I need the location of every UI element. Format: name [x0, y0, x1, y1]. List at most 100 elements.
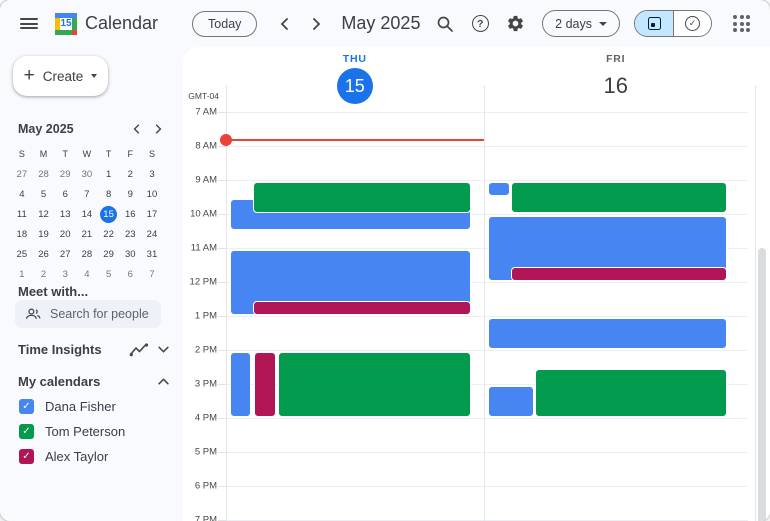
- settings-gear-icon[interactable]: [502, 11, 528, 37]
- mini-cal-day[interactable]: 20: [59, 228, 71, 240]
- calendar-event[interactable]: [510, 267, 727, 281]
- calendar-event[interactable]: [254, 352, 276, 417]
- mini-cal-day[interactable]: 21: [81, 228, 93, 240]
- chevron-down-icon[interactable]: [158, 346, 169, 353]
- calendar-event[interactable]: [487, 318, 727, 349]
- calendar-list-item[interactable]: ✓ Alex Taylor: [0, 444, 183, 469]
- mini-cal-day[interactable]: 28: [38, 168, 49, 180]
- mini-cal-next-icon[interactable]: [147, 118, 169, 140]
- mini-cal-day[interactable]: 24: [146, 228, 158, 240]
- my-calendars-section[interactable]: My calendars: [18, 374, 169, 389]
- mini-cal-day[interactable]: 29: [103, 248, 114, 260]
- hour-tick: [218, 146, 226, 147]
- calendar-event[interactable]: [487, 182, 510, 196]
- hour-label: 2 PM: [194, 344, 217, 356]
- calendar-event[interactable]: [278, 352, 471, 417]
- mini-cal-day[interactable]: 31: [146, 248, 158, 260]
- chevron-right-icon[interactable]: [303, 11, 329, 37]
- mini-cal-day[interactable]: 5: [105, 268, 112, 280]
- mini-cal-day[interactable]: 1: [19, 268, 25, 280]
- mini-cal-day[interactable]: 11: [16, 208, 27, 220]
- caret-down-icon: [91, 74, 98, 78]
- hour-label: 10 AM: [190, 208, 217, 220]
- mini-cal-day[interactable]: 26: [38, 248, 49, 260]
- help-icon[interactable]: ?: [467, 11, 493, 37]
- mini-cal-prev-icon[interactable]: [125, 118, 147, 140]
- mini-cal-day[interactable]: 18: [16, 228, 28, 240]
- mini-cal-day[interactable]: 10: [146, 188, 158, 200]
- mini-cal-day[interactable]: 8: [105, 188, 112, 200]
- hour-gridline: [226, 282, 748, 283]
- mini-cal-day[interactable]: 27: [59, 248, 71, 260]
- mini-cal-day[interactable]: 13: [59, 208, 71, 220]
- google-apps-icon[interactable]: [733, 15, 750, 32]
- chevron-up-icon[interactable]: [158, 378, 169, 385]
- day-date[interactable]: 16: [603, 73, 628, 98]
- mini-cal-day[interactable]: 28: [81, 248, 93, 260]
- main-menu-icon[interactable]: [16, 11, 42, 37]
- mini-cal-day-header: T: [105, 149, 112, 159]
- search-icon[interactable]: [432, 11, 458, 37]
- calendar-checkbox[interactable]: ✓: [19, 424, 34, 439]
- mini-cal-day[interactable]: 2: [127, 168, 133, 180]
- calendar-list-item[interactable]: ✓ Tom Peterson: [0, 419, 183, 444]
- calendar-name: Alex Taylor: [45, 449, 109, 464]
- day-header[interactable]: THU 15: [336, 53, 373, 104]
- mini-cal-day[interactable]: 14: [81, 208, 93, 220]
- mini-cal-day[interactable]: 7: [84, 188, 90, 200]
- day-header[interactable]: FRI 16: [598, 53, 634, 104]
- mini-cal-day[interactable]: 29: [59, 168, 71, 180]
- mini-cal-day[interactable]: 23: [124, 228, 136, 240]
- mini-cal-day[interactable]: 2: [40, 268, 47, 280]
- calendar-event[interactable]: [253, 301, 471, 315]
- mini-cal-day[interactable]: 1: [105, 168, 112, 180]
- today-button[interactable]: Today: [192, 10, 258, 37]
- mini-cal-day[interactable]: 3: [149, 168, 155, 180]
- calendar-event[interactable]: [534, 369, 727, 417]
- mini-cal-day-header: T: [62, 149, 68, 159]
- search-people-input[interactable]: Search for people: [15, 300, 161, 328]
- mini-cal-day[interactable]: 5: [40, 188, 47, 200]
- mini-cal-day[interactable]: 6: [127, 268, 133, 280]
- scrollbar-thumb[interactable]: [758, 248, 766, 521]
- calendar-view-toggle[interactable]: [635, 11, 673, 36]
- time-insights-section[interactable]: Time Insights: [18, 342, 169, 357]
- mini-cal-day[interactable]: 4: [84, 268, 90, 280]
- mini-cal-day[interactable]: 30: [81, 168, 93, 180]
- mini-cal-day[interactable]: 15: [98, 204, 120, 224]
- chevron-left-icon[interactable]: [271, 11, 297, 37]
- calendar-list-item[interactable]: ✓ Dana Fisher: [0, 394, 183, 419]
- tasks-view-toggle[interactable]: ✓: [673, 11, 711, 36]
- hour-label: 4 PM: [194, 412, 217, 424]
- mini-cal-day[interactable]: 16: [124, 208, 136, 220]
- create-button[interactable]: + Create: [13, 56, 108, 96]
- calendar-checkbox[interactable]: ✓: [19, 449, 34, 464]
- mini-cal-day[interactable]: 7: [149, 268, 155, 280]
- mini-cal-day[interactable]: 22: [103, 228, 114, 240]
- mini-cal-day[interactable]: 9: [127, 188, 133, 200]
- view-selector-dropdown[interactable]: 2 days: [542, 10, 620, 37]
- hour-label: 9 AM: [195, 174, 217, 186]
- mini-cal-day[interactable]: 19: [38, 228, 49, 240]
- calendar-checkbox[interactable]: ✓: [19, 399, 34, 414]
- calendar-icon: [647, 17, 661, 30]
- hour-gridline: [226, 248, 748, 249]
- hour-tick: [218, 282, 226, 283]
- mini-cal-day[interactable]: 12: [38, 208, 49, 220]
- mini-cal-day[interactable]: 25: [16, 248, 28, 260]
- calendar-name: Dana Fisher: [45, 399, 116, 414]
- mini-cal-day[interactable]: 27: [16, 168, 28, 180]
- calendar-event[interactable]: [510, 182, 727, 213]
- date-navigation: [271, 11, 329, 37]
- mini-cal-day[interactable]: 6: [62, 188, 68, 200]
- mini-cal-day[interactable]: 4: [19, 188, 25, 200]
- mini-cal-day[interactable]: 30: [124, 248, 136, 260]
- day-date[interactable]: 15: [336, 68, 373, 104]
- calendar-event[interactable]: [487, 386, 534, 417]
- calendar-event[interactable]: [230, 352, 251, 417]
- calendar-event[interactable]: [253, 182, 471, 213]
- mini-cal-day[interactable]: 17: [146, 208, 158, 220]
- mini-cal-day[interactable]: 3: [62, 268, 68, 280]
- column-divider: [483, 85, 485, 521]
- hour-tick: [218, 316, 226, 317]
